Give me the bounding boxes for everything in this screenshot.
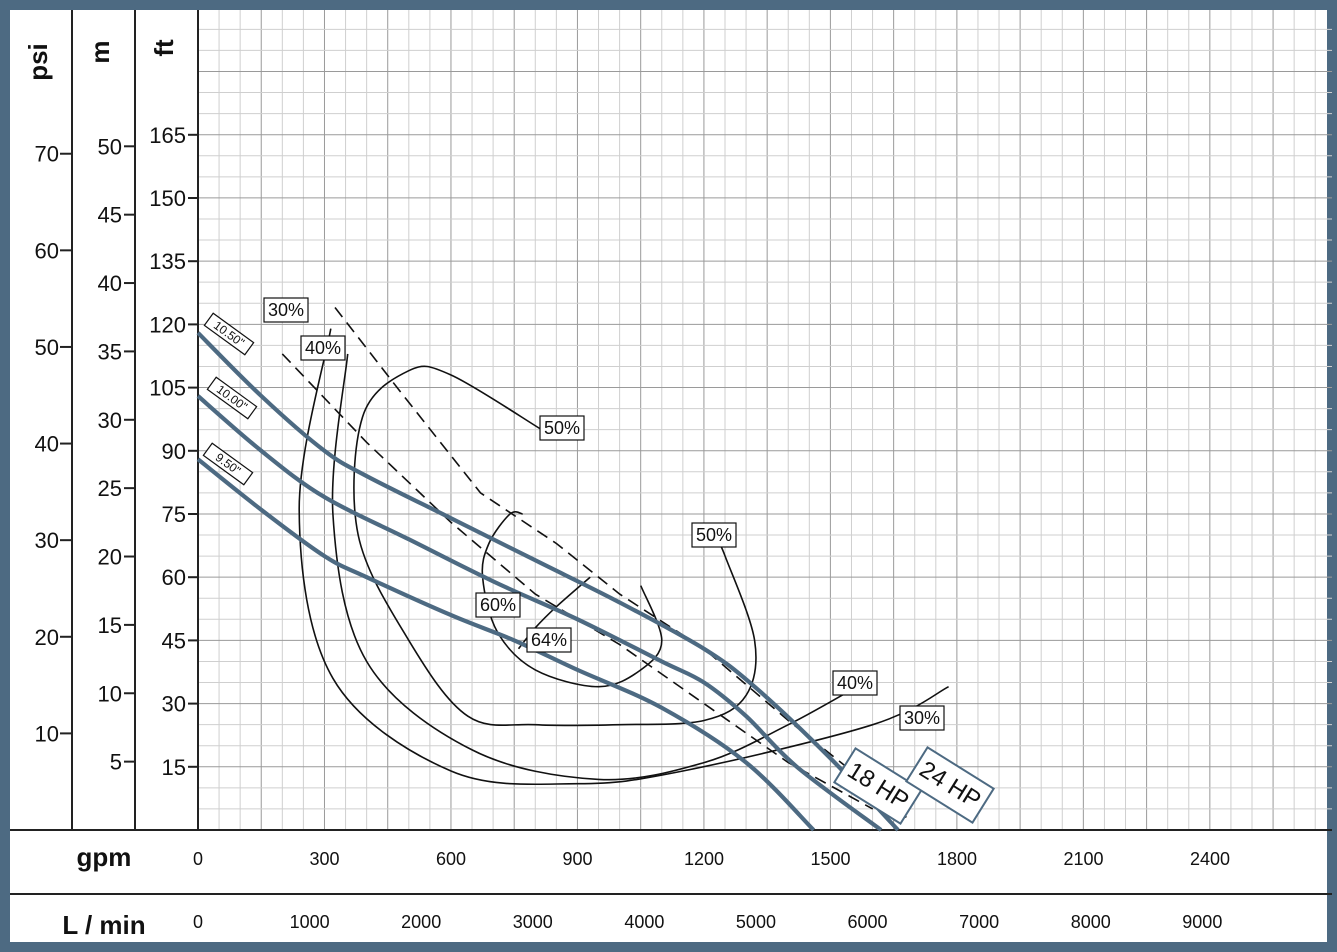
efficiency-label-text: 50% xyxy=(544,418,580,438)
lmin-tick-label: 6000 xyxy=(848,912,888,932)
power-curves xyxy=(281,307,907,819)
m-tick-label: 10 xyxy=(98,681,122,706)
psi-tick-label: 70 xyxy=(35,142,59,167)
lmin-tick-label: 5000 xyxy=(736,912,776,932)
efficiency-label-text: 40% xyxy=(305,338,341,358)
efficiency-label: 40% xyxy=(300,335,346,361)
ft-tick-label: 90 xyxy=(162,439,186,464)
gpm-tick-label: 2400 xyxy=(1190,849,1230,869)
lmin-tick-label: 9000 xyxy=(1182,912,1222,932)
m-unit-label: m xyxy=(85,40,115,63)
psi-tick-label: 10 xyxy=(35,721,59,746)
efficiency-label: 30% xyxy=(263,297,309,323)
hp-label: 18 HP xyxy=(832,746,924,826)
psi-tick-label: 50 xyxy=(35,335,59,360)
m-tick-label: 5 xyxy=(110,750,122,775)
efficiency-label-box xyxy=(475,592,521,618)
ft-tick-label: 120 xyxy=(149,312,186,337)
power-curve-24hp xyxy=(334,307,907,819)
efficiency-label-text: 30% xyxy=(268,300,304,320)
gpm-tick-label: 300 xyxy=(309,849,339,869)
efficiency-label-box xyxy=(899,705,945,731)
efficiency-label: 40% xyxy=(832,670,878,696)
gpm-tick-label: 0 xyxy=(193,849,203,869)
efficiency-curve-50pct xyxy=(353,365,757,727)
gpm-tick-label: 1500 xyxy=(810,849,850,869)
efficiency-label: 50% xyxy=(539,415,585,441)
efficiency-contours xyxy=(298,328,949,786)
ft-tick-label: 105 xyxy=(149,376,186,401)
m-tick-label: 30 xyxy=(98,408,122,433)
efficiency-curve-30pct xyxy=(298,328,949,786)
hp-label-box xyxy=(832,746,924,826)
curve-labels: 10.50"10.00"9.50"30%40%50%60%64%50%40%30… xyxy=(202,297,996,826)
efficiency-label-box xyxy=(832,670,878,696)
efficiency-label-text: 40% xyxy=(837,673,873,693)
efficiency-curve-64pct xyxy=(517,576,591,650)
efficiency-label: 50% xyxy=(691,522,737,548)
efficiency-label-box xyxy=(526,627,572,653)
efficiency-label-text: 64% xyxy=(531,630,567,650)
m-tick-label: 25 xyxy=(98,476,122,501)
impeller-label-box xyxy=(203,312,255,356)
lmin-tick-label: 4000 xyxy=(624,912,664,932)
efficiency-label: 30% xyxy=(899,705,945,731)
gpm-tick-label: 600 xyxy=(436,849,466,869)
plot-grid xyxy=(197,10,1332,831)
efficiency-label: 60% xyxy=(475,592,521,618)
gpm-tick-label: 2100 xyxy=(1063,849,1103,869)
hp-label-box xyxy=(904,745,996,825)
ft-tick-label: 165 xyxy=(149,123,186,148)
psi-tick-label: 30 xyxy=(35,528,59,553)
impeller-curve xyxy=(196,394,883,832)
efficiency-label-box xyxy=(539,415,585,441)
m-tick-label: 35 xyxy=(98,339,122,364)
lmin-tick-label: 8000 xyxy=(1071,912,1111,932)
impeller-label-box xyxy=(202,442,254,486)
m-tick-label: 40 xyxy=(98,271,122,296)
ft-tick-label: 60 xyxy=(162,565,186,590)
efficiency-label-text: 60% xyxy=(480,595,516,615)
lmin-tick-label: 0 xyxy=(193,912,203,932)
ft-unit-label: ft xyxy=(149,39,179,57)
efficiency-label: 64% xyxy=(526,627,572,653)
m-tick-label: 45 xyxy=(98,203,122,228)
efficiency-label-text: 30% xyxy=(904,708,940,728)
lmin-tick-label: 7000 xyxy=(959,912,999,932)
m-tick-label: 20 xyxy=(98,545,122,570)
impeller-curves xyxy=(196,331,900,832)
lmin-unit-label: L / min xyxy=(62,910,145,940)
efficiency-label-text: 50% xyxy=(696,525,732,545)
psi-tick-label: 60 xyxy=(35,238,59,263)
efficiency-label-box xyxy=(691,522,737,548)
efficiency-label-box xyxy=(300,335,346,361)
impeller-curve xyxy=(196,331,900,832)
psi-unit-label: psi xyxy=(23,43,53,81)
impeller-curve xyxy=(196,457,816,832)
ft-tick-label: 75 xyxy=(162,502,186,527)
power-curve-18hp xyxy=(281,353,874,810)
gpm-tick-label: 1200 xyxy=(684,849,724,869)
gpm-tick-label: 900 xyxy=(562,849,592,869)
m-tick-label: 15 xyxy=(98,613,122,638)
gpm-unit-label: gpm xyxy=(77,842,132,872)
gpm-tick-label: 1800 xyxy=(937,849,977,869)
psi-tick-label: 20 xyxy=(35,625,59,650)
ft-tick-label: 150 xyxy=(149,186,186,211)
lmin-tick-label: 3000 xyxy=(513,912,553,932)
ft-tick-label: 135 xyxy=(149,249,186,274)
efficiency-label-box xyxy=(263,297,309,323)
lmin-tick-label: 1000 xyxy=(290,912,330,932)
impeller-label-box xyxy=(206,376,258,420)
ft-tick-label: 30 xyxy=(162,692,186,717)
ft-tick-label: 45 xyxy=(162,628,186,653)
lmin-tick-label: 2000 xyxy=(401,912,441,932)
psi-tick-label: 40 xyxy=(35,432,59,457)
m-tick-label: 50 xyxy=(98,134,122,159)
ft-tick-label: 15 xyxy=(162,755,186,780)
